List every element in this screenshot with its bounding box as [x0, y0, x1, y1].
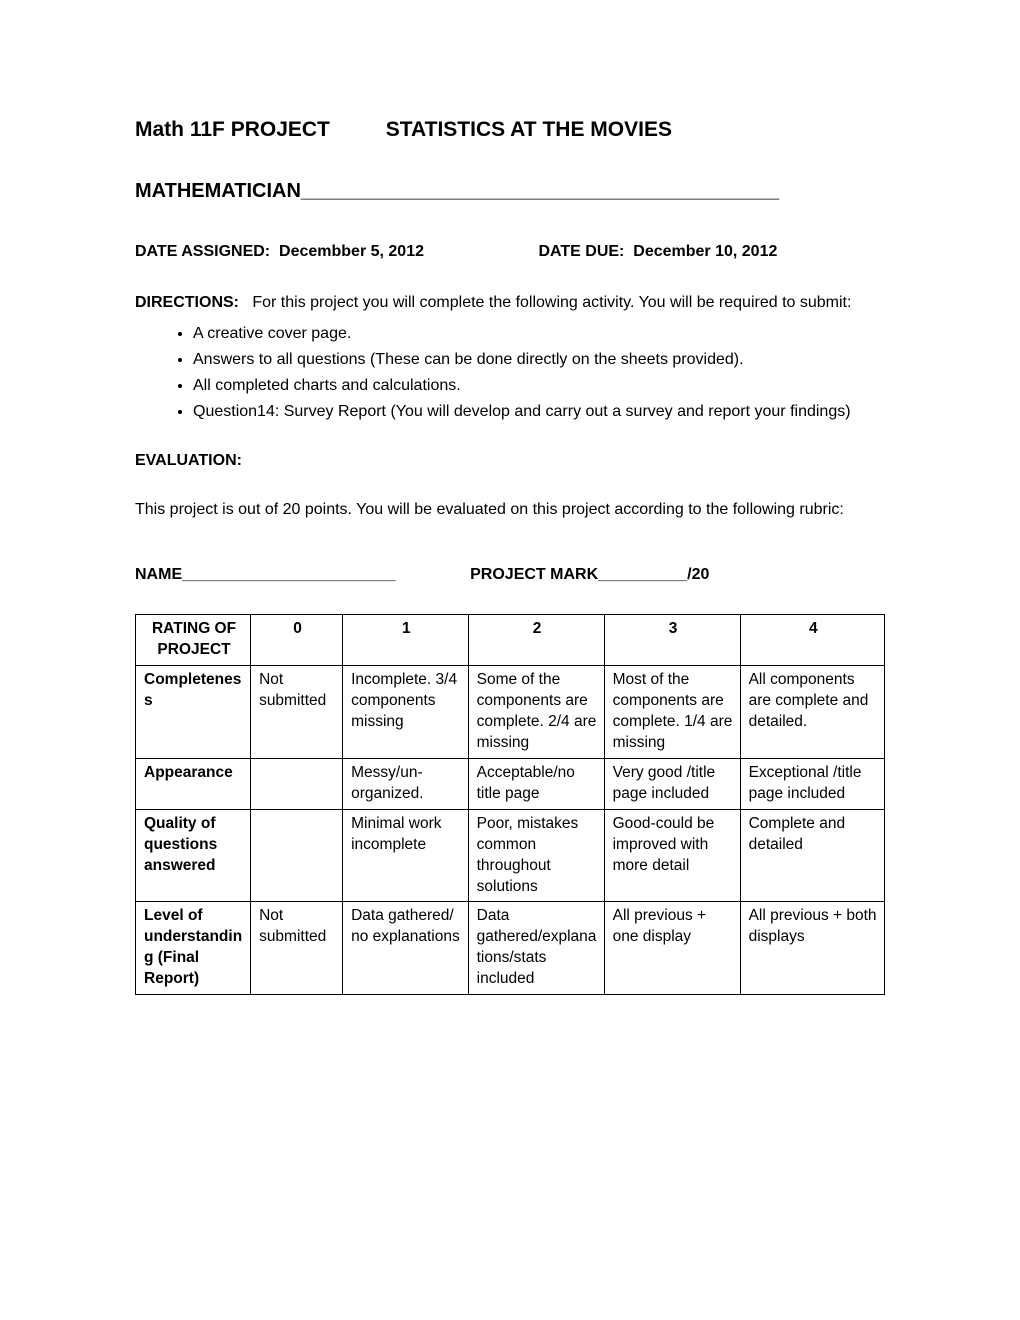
- directions-block: DIRECTIONS: For this project you will co…: [135, 291, 885, 314]
- rubric-cell: Good-could be improved with more detail: [604, 809, 740, 902]
- criterion-cell: Appearance: [136, 758, 251, 809]
- rubric-cell: All components are complete and detailed…: [740, 666, 884, 759]
- project-mark-blank-line: __________: [598, 566, 687, 583]
- list-item: All completed charts and calculations.: [193, 374, 885, 399]
- header-col-1: 1: [343, 615, 469, 666]
- rubric-cell: Most of the components are complete. 1/4…: [604, 666, 740, 759]
- rubric-cell: Minimal work incomplete: [343, 809, 469, 902]
- list-item: Answers to all questions (These can be d…: [193, 348, 885, 373]
- name-blank-line: ________________________: [182, 566, 396, 583]
- project-title-row: Math 11F PROJECT STATISTICS AT THE MOVIE…: [135, 118, 885, 142]
- table-header-row: RATING OF PROJECT 0 1 2 3 4: [136, 615, 885, 666]
- mathematician-label: MATHEMATICIAN: [135, 180, 301, 202]
- date-assigned: DATE ASSIGNED: Decembber 5, 2012: [135, 243, 424, 261]
- document-page: Math 11F PROJECT STATISTICS AT THE MOVIE…: [0, 0, 1020, 1320]
- header-col-2: 2: [468, 615, 604, 666]
- header-col-0: 0: [251, 615, 343, 666]
- criterion-cell: Level of understanding (Final Report): [136, 902, 251, 995]
- table-row: Completeness Not submitted Incomplete. 3…: [136, 666, 885, 759]
- rubric-cell: Exceptional /title page included: [740, 758, 884, 809]
- rubric-cell: Not submitted: [251, 666, 343, 759]
- date-assigned-label: DATE ASSIGNED:: [135, 243, 270, 260]
- date-assigned-value: Decembber 5, 2012: [279, 243, 424, 260]
- directions-label: DIRECTIONS:: [135, 294, 239, 311]
- header-criterion: RATING OF PROJECT: [136, 615, 251, 666]
- rubric-cell: All previous + one display: [604, 902, 740, 995]
- rubric-cell: Acceptable/no title page: [468, 758, 604, 809]
- rubric-cell: Very good /title page included: [604, 758, 740, 809]
- header-criterion-text: RATING OF PROJECT: [152, 620, 236, 658]
- name-label: NAME: [135, 566, 182, 583]
- rubric-cell: Some of the components are complete. 2/4…: [468, 666, 604, 759]
- dates-row: DATE ASSIGNED: Decembber 5, 2012 DATE DU…: [135, 243, 885, 261]
- header-col-3: 3: [604, 615, 740, 666]
- title-sub: STATISTICS AT THE MOVIES: [386, 118, 672, 141]
- rubric-cell: Data gathered/ no explanations: [343, 902, 469, 995]
- project-mark-field: PROJECT MARK__________/20: [470, 566, 709, 583]
- criterion-cell: Quality of questions answered: [136, 809, 251, 902]
- list-item: A creative cover page.: [193, 322, 885, 347]
- list-item: Question14: Survey Report (You will deve…: [193, 400, 885, 425]
- bullet-list: A creative cover page. Answers to all qu…: [135, 322, 885, 424]
- date-due-value: December 10, 2012: [633, 243, 777, 260]
- title-main: Math 11F PROJECT: [135, 118, 330, 142]
- evaluation-label: EVALUATION:: [135, 452, 885, 470]
- rubric-cell: Complete and detailed: [740, 809, 884, 902]
- mathematician-blank-line: ________________________________________…: [301, 180, 779, 203]
- rubric-cell: Not submitted: [251, 902, 343, 995]
- project-mark-denom: /20: [687, 566, 709, 583]
- header-col-4: 4: [740, 615, 884, 666]
- name-field: NAME________________________: [135, 566, 396, 584]
- project-mark-label: PROJECT MARK: [470, 566, 598, 583]
- rubric-cell: Poor, mistakes common throughout solutio…: [468, 809, 604, 902]
- table-row: Appearance Messy/un-organized. Acceptabl…: [136, 758, 885, 809]
- rubric-cell: [251, 809, 343, 902]
- table-row: Level of understanding (Final Report) No…: [136, 902, 885, 995]
- name-mark-row: NAME________________________ PROJECT MAR…: [135, 566, 885, 584]
- criterion-cell: Completeness: [136, 666, 251, 759]
- mathematician-row: MATHEMATICIAN___________________________…: [135, 180, 885, 203]
- table-row: Quality of questions answered Minimal wo…: [136, 809, 885, 902]
- rubric-cell: [251, 758, 343, 809]
- rubric-cell: All previous + both displays: [740, 902, 884, 995]
- rubric-cell: Data gathered/explanations/stats include…: [468, 902, 604, 995]
- rubric-cell: Messy/un-organized.: [343, 758, 469, 809]
- rubric-table: RATING OF PROJECT 0 1 2 3 4 Completeness…: [135, 614, 885, 995]
- date-due: DATE DUE: December 10, 2012: [538, 243, 777, 260]
- evaluation-text: This project is out of 20 points. You wi…: [135, 498, 885, 522]
- rubric-cell: Incomplete. 3/4 components missing: [343, 666, 469, 759]
- date-due-label: DATE DUE:: [538, 243, 624, 260]
- directions-text: For this project you will complete the f…: [252, 294, 851, 311]
